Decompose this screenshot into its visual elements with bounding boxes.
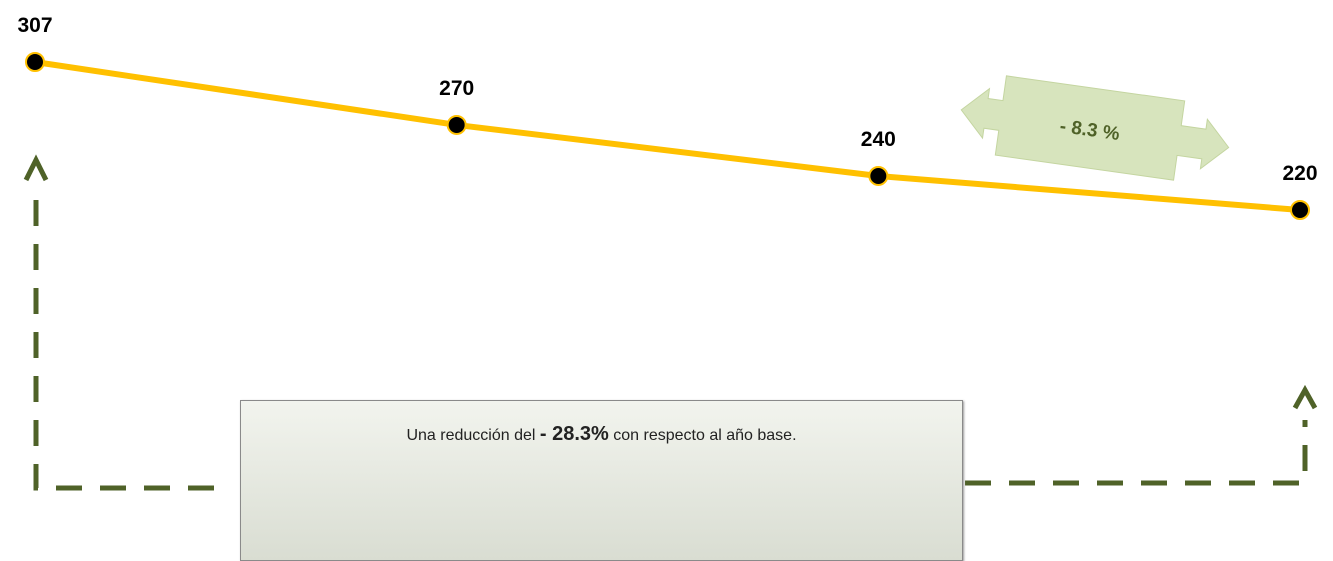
value-label: 220 bbox=[1282, 162, 1317, 185]
summary-text: con respecto al año base. bbox=[613, 427, 797, 444]
summary-highlight: - 28.3% bbox=[539, 423, 609, 445]
value-label: 240 bbox=[861, 128, 896, 151]
value-label: 270 bbox=[439, 77, 474, 100]
summary-text: Una reducción del bbox=[406, 427, 536, 444]
point bbox=[25, 52, 45, 72]
left-arrow bbox=[23, 154, 228, 491]
right-arrow bbox=[965, 384, 1318, 486]
point bbox=[868, 165, 889, 186]
summary-box: Una reducción del - 28.3% con respecto a… bbox=[240, 400, 963, 561]
line bbox=[34, 59, 1301, 213]
point bbox=[1290, 200, 1310, 220]
point bbox=[446, 114, 467, 135]
change-arrow: - 8.3 % bbox=[960, 75, 1230, 181]
value-label: 307 bbox=[17, 14, 52, 37]
